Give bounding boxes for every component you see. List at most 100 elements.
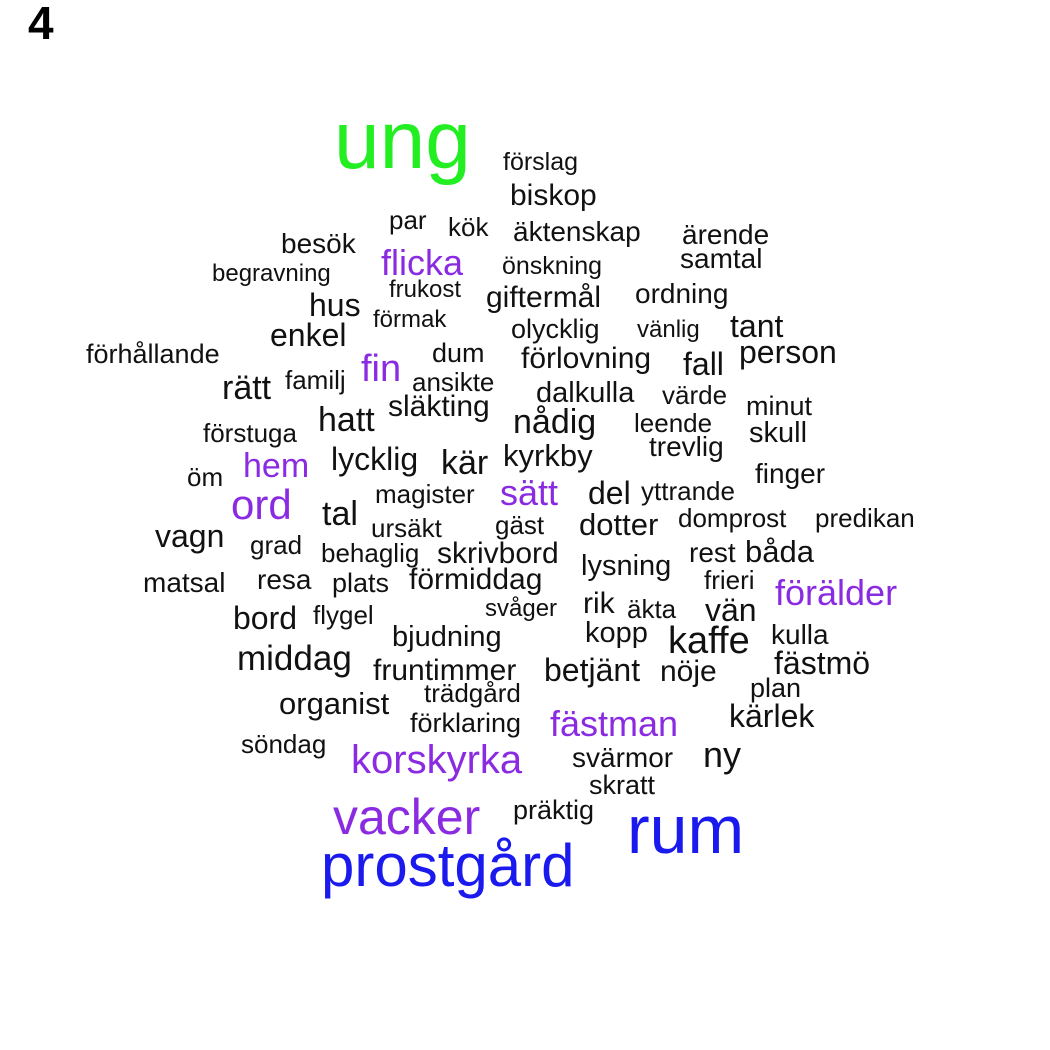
word-kopp: kopp: [585, 617, 648, 649]
word-ansikte: ansikte: [412, 367, 495, 397]
word-forhallande: förhållande: [86, 339, 220, 369]
word-matsal: matsal: [143, 567, 226, 598]
word-arende: ärende: [682, 219, 770, 250]
word-vacker: vacker: [333, 789, 481, 845]
word-kaffe: kaffe: [668, 620, 750, 662]
word-biskop: biskop: [510, 179, 597, 212]
word-bjudning: bjudning: [392, 621, 502, 653]
word-svager: svåger: [485, 595, 558, 622]
word-rum: rum: [627, 792, 745, 868]
word-person: person: [739, 334, 837, 370]
word-begravning: begravning: [212, 260, 331, 287]
word-foralder: förälder: [775, 572, 898, 613]
word-ordning: ordning: [635, 278, 729, 309]
word-frieri: frieri: [704, 565, 755, 595]
word-bada: båda: [745, 534, 814, 569]
word-familj: familj: [285, 365, 346, 395]
word-del: del: [588, 475, 631, 511]
word-karlek: kärlek: [729, 698, 815, 734]
word-dalkulla: dalkulla: [536, 377, 635, 409]
word-hem: hem: [243, 447, 310, 485]
word-sondag: söndag: [241, 729, 327, 759]
word-ny: ny: [703, 734, 742, 775]
word-samtal: samtal: [680, 243, 763, 274]
word-onskning: önskning: [502, 252, 603, 280]
panel-label: 4: [28, 0, 54, 49]
word-forklaring: förklaring: [410, 708, 522, 738]
word-giftermal: giftermål: [486, 281, 602, 314]
word-prostgard: prostgård: [321, 832, 575, 899]
word-noje: nöje: [660, 655, 717, 688]
word-tal: tal: [322, 495, 358, 533]
word-betjant: betjänt: [544, 652, 641, 688]
word-minut: minut: [746, 391, 813, 421]
word-varde: värde: [662, 380, 728, 410]
word-forlovning: förlovning: [521, 342, 652, 375]
word-forstuga: förstuga: [203, 418, 297, 448]
word-organist: organist: [279, 686, 390, 721]
word-hatt: hatt: [318, 401, 375, 439]
word-fin: fin: [361, 348, 402, 390]
word-hus: hus: [309, 287, 361, 323]
word-vanlig: vänlig: [637, 316, 700, 343]
word-magister: magister: [375, 479, 475, 509]
word-praktig: präktig: [513, 795, 595, 825]
word-fruntimmer: fruntimmer: [373, 654, 517, 687]
word-rik: rik: [583, 587, 615, 620]
word-forslag: förslag: [503, 148, 579, 176]
word-dotter: dotter: [579, 507, 659, 542]
word-behaglig: behaglig: [321, 538, 420, 568]
word-middag: middag: [237, 639, 352, 678]
word-lycklig: lycklig: [331, 441, 419, 477]
word-vagn: vagn: [155, 518, 225, 554]
word-domprost: domprost: [678, 503, 787, 533]
word-yttrande: yttrande: [641, 476, 735, 506]
word-flygel: flygel: [313, 600, 374, 630]
word-finger: finger: [755, 458, 826, 489]
word-formiddag: förmiddag: [409, 563, 543, 596]
word-par: par: [389, 205, 427, 235]
word-olycklig: olycklig: [511, 314, 600, 344]
word-om: öm: [187, 462, 224, 492]
word-trevlig: trevlig: [649, 431, 724, 462]
word-ratt: rätt: [222, 369, 272, 407]
word-skrivbord: skrivbord: [437, 537, 559, 570]
word-satt: sätt: [500, 472, 559, 513]
word-aktenskap: äktenskap: [513, 216, 641, 247]
word-van: vän: [705, 592, 757, 628]
word-plats: plats: [332, 568, 390, 598]
word-kok: kök: [448, 212, 489, 242]
word-korskyrka: korskyrka: [351, 738, 523, 782]
word-tant: tant: [730, 308, 784, 344]
word-skull: skull: [749, 417, 808, 449]
word-slakting: släkting: [388, 390, 490, 423]
word-akta: äkta: [627, 594, 677, 624]
word-gast: gäst: [495, 510, 545, 540]
word-ursakt: ursäkt: [371, 513, 442, 543]
word-flicka: flicka: [381, 242, 464, 283]
word-dum: dum: [432, 338, 485, 368]
word-grad: grad: [250, 530, 303, 560]
word-skratt: skratt: [589, 770, 656, 800]
word-tradgard: trädgård: [424, 678, 521, 708]
word-ord: ord: [231, 481, 292, 528]
word-besok: besök: [281, 228, 356, 259]
word-svarmor: svärmor: [572, 742, 674, 773]
word-resa: resa: [257, 564, 312, 595]
word-enkel: enkel: [270, 317, 347, 353]
word-plan: plan: [750, 673, 802, 703]
word-leende: leende: [634, 408, 713, 438]
word-fastmo: fästmö: [774, 645, 871, 681]
word-frukost: frukost: [389, 276, 462, 303]
word-rest: rest: [689, 537, 736, 568]
word-kar: kär: [441, 444, 489, 482]
word-bord: bord: [233, 600, 298, 636]
word-nadig: nådig: [513, 403, 597, 441]
word-formak: förmak: [373, 306, 447, 333]
word-ung: ung: [334, 95, 471, 186]
word-fall: fall: [683, 346, 724, 382]
word-fastman: fästman: [550, 703, 679, 744]
word-predikan: predikan: [815, 503, 915, 533]
word-lysning: lysning: [581, 550, 672, 582]
